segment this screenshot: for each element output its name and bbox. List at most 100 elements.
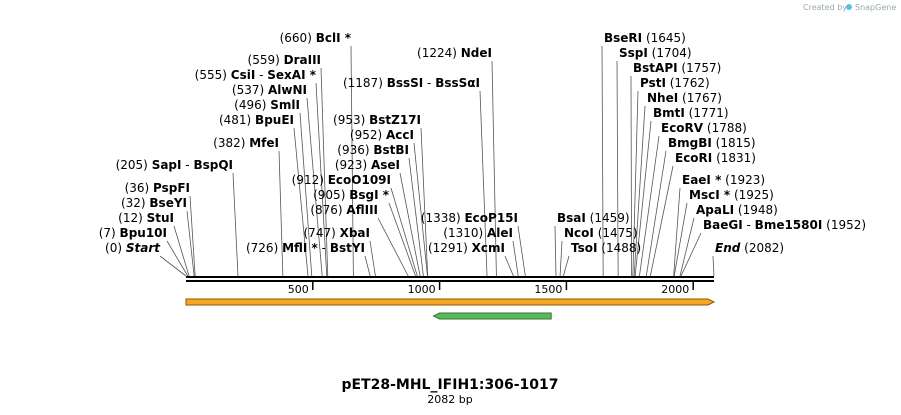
restriction-site-label[interactable]: (537) AlwNI bbox=[232, 83, 307, 97]
site-connector bbox=[232, 172, 239, 277]
site-connector bbox=[639, 135, 660, 277]
restriction-site-label[interactable]: (1310) AleI bbox=[443, 226, 513, 240]
restriction-site-label[interactable]: (1187) BssSI - BssSαI bbox=[343, 76, 480, 90]
site-connector bbox=[645, 150, 667, 277]
site-connector bbox=[616, 60, 619, 277]
site-connector bbox=[166, 240, 189, 277]
site-connector bbox=[173, 225, 190, 277]
site-connector bbox=[504, 255, 514, 277]
restriction-site-label[interactable]: (36) PspFI bbox=[125, 181, 190, 195]
site-connector bbox=[673, 187, 681, 277]
restriction-site-label[interactable]: (952) AccI bbox=[350, 128, 414, 142]
site-connector bbox=[377, 217, 409, 277]
site-connector bbox=[491, 60, 497, 277]
ruler-tick-label: 1000 bbox=[408, 283, 436, 296]
restriction-site-label[interactable]: (726) MflI * - BstYI bbox=[246, 241, 365, 255]
restriction-site-label[interactable]: (481) BpuEI bbox=[219, 113, 294, 127]
restriction-site-label[interactable]: (555) CsiI - SexAI * bbox=[195, 68, 317, 82]
restriction-site-label[interactable]: NcoI (1475) bbox=[564, 226, 638, 240]
site-connector bbox=[388, 202, 416, 277]
restriction-site-label[interactable]: MscI * (1925) bbox=[689, 188, 774, 202]
ruler: 500 1000 1500 2000 bbox=[288, 282, 694, 296]
dna-backbone bbox=[186, 276, 714, 282]
restriction-site-label[interactable]: (923) AseI bbox=[335, 158, 400, 172]
site-connector bbox=[679, 217, 695, 277]
site-connector bbox=[408, 157, 424, 277]
restriction-site-label[interactable]: (559) DraIII bbox=[248, 53, 321, 67]
site-connector bbox=[630, 75, 632, 277]
restriction-site-label[interactable]: (912) EcoO109I bbox=[292, 173, 391, 187]
site-connector bbox=[306, 97, 323, 277]
site-connector bbox=[680, 232, 702, 277]
restriction-site-label[interactable]: PstI (1762) bbox=[640, 76, 710, 90]
restriction-site-label[interactable]: (382) MfeI bbox=[213, 136, 279, 150]
site-connector bbox=[420, 127, 429, 277]
ruler-tick-label: 1500 bbox=[534, 283, 562, 296]
site-connectors bbox=[159, 45, 715, 277]
restriction-site-label[interactable]: BseRI (1645) bbox=[604, 31, 686, 45]
restriction-site-label[interactable]: (905) BsgI * bbox=[313, 188, 390, 202]
restriction-site-label[interactable]: SspI (1704) bbox=[619, 46, 692, 60]
site-connector bbox=[315, 82, 328, 277]
site-connector bbox=[712, 255, 715, 277]
restriction-site-label[interactable]: BmgBI (1815) bbox=[668, 136, 756, 150]
restriction-site-label[interactable]: ApaLI (1948) bbox=[696, 203, 778, 217]
backbone-bottom-strand bbox=[186, 280, 714, 282]
restriction-site-label[interactable]: (0) Start bbox=[105, 241, 161, 255]
site-connector bbox=[517, 225, 526, 277]
restriction-site-label[interactable]: (876) AflIII bbox=[310, 203, 378, 217]
restriction-site-label[interactable]: (953) BstZ17I bbox=[333, 113, 421, 127]
restriction-site-label[interactable]: BstAPI (1757) bbox=[633, 61, 721, 75]
site-connector bbox=[278, 150, 284, 277]
site-connector bbox=[293, 127, 309, 277]
site-connector bbox=[554, 225, 557, 277]
site-connector bbox=[320, 67, 329, 277]
site-connector bbox=[633, 105, 646, 277]
site-connector bbox=[673, 202, 688, 277]
site-connector bbox=[479, 90, 488, 277]
ruler-tick-label: 2000 bbox=[661, 283, 689, 296]
credits-brand: SnapGene bbox=[855, 3, 896, 12]
site-connector bbox=[649, 165, 674, 277]
restriction-site-label[interactable]: (205) SapI - BspQI bbox=[116, 158, 233, 172]
restriction-site-label[interactable]: EaeI * (1923) bbox=[682, 173, 765, 187]
restriction-site-label[interactable]: (1224) NdeI bbox=[417, 46, 492, 60]
site-connector bbox=[413, 142, 428, 277]
credits: Created by SnapGene bbox=[803, 3, 896, 12]
site-connector bbox=[512, 240, 519, 277]
site-connector bbox=[632, 90, 639, 277]
restriction-site-label[interactable]: EcoRV (1788) bbox=[661, 121, 747, 135]
site-connector bbox=[601, 45, 604, 277]
restriction-site-label[interactable]: End (2082) bbox=[715, 241, 784, 255]
credits-prefix: Created by bbox=[803, 3, 847, 12]
site-connector bbox=[369, 240, 376, 277]
restriction-site-label[interactable]: EcoRI (1831) bbox=[675, 151, 756, 165]
restriction-site-label[interactable]: (1338) EcoP15I bbox=[421, 211, 518, 225]
restriction-site-label[interactable]: (32) BseYI bbox=[121, 196, 187, 210]
restriction-site-label[interactable]: BaeGI - Bme1580I (1952) bbox=[703, 218, 866, 232]
site-connector bbox=[364, 255, 371, 277]
restriction-site-label[interactable]: (660) BclI * bbox=[280, 31, 352, 45]
restriction-site-label[interactable]: (936) BstBI bbox=[337, 143, 409, 157]
site-labels: (0) Start(7) Bpu10I(12) StuI(32) BseYI(3… bbox=[99, 31, 866, 255]
green-feature[interactable] bbox=[432, 312, 552, 320]
restriction-site-label[interactable]: (1291) XcmI bbox=[428, 241, 505, 255]
feature-track bbox=[185, 298, 716, 320]
site-connector bbox=[350, 45, 354, 277]
restriction-site-label[interactable]: NheI (1767) bbox=[647, 91, 722, 105]
restriction-site-label[interactable]: (12) StuI bbox=[118, 211, 174, 225]
site-connector bbox=[562, 255, 570, 277]
restriction-site-label[interactable]: TsoI (1488) bbox=[571, 241, 641, 255]
snapgene-logo-icon bbox=[846, 4, 852, 10]
restriction-site-label[interactable]: BsaI (1459) bbox=[557, 211, 630, 225]
site-connector bbox=[189, 195, 196, 277]
map-title: pET28-MHL_IFIH1:306-1017 bbox=[341, 377, 558, 393]
restriction-site-label[interactable]: (496) SmlI bbox=[234, 98, 300, 112]
restriction-site-label[interactable]: (747) XbaI bbox=[304, 226, 371, 240]
site-connector bbox=[299, 112, 313, 277]
restriction-site-label[interactable]: BmtI (1771) bbox=[653, 106, 729, 120]
map-length: 2082 bp bbox=[427, 393, 472, 406]
orange-feature[interactable] bbox=[185, 298, 716, 306]
restriction-site-label[interactable]: (7) Bpu10I bbox=[99, 226, 167, 240]
